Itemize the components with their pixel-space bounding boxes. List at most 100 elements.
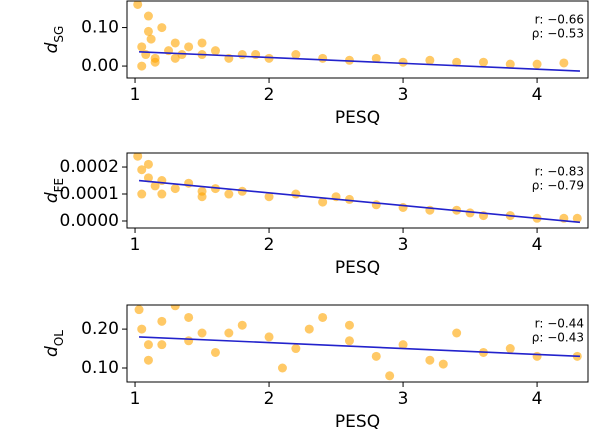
x-axis-label: PESQ [335, 108, 380, 128]
point [143, 355, 153, 365]
point [559, 58, 569, 68]
point [210, 46, 220, 56]
y-axis-label: dOL [42, 330, 66, 357]
point [318, 197, 328, 207]
fit-line [139, 336, 580, 358]
point [385, 371, 395, 381]
point [478, 57, 488, 67]
point [291, 344, 301, 354]
point [197, 328, 207, 338]
point [532, 351, 542, 361]
point [170, 53, 180, 63]
point [291, 189, 301, 199]
y-tick-label: 0.20 [81, 319, 119, 339]
point [137, 189, 147, 199]
plot-frame [126, 0, 589, 79]
point [344, 194, 354, 204]
point [137, 165, 147, 175]
point [143, 159, 153, 169]
point [157, 316, 167, 326]
point [157, 340, 167, 350]
point [137, 324, 147, 334]
y-tick-label: 0.00 [81, 56, 119, 76]
y-tick-label: 0.10 [81, 358, 119, 378]
fit-line [139, 51, 580, 72]
point [210, 347, 220, 357]
x-axis-label: PESQ [335, 412, 380, 432]
y-tick-label: 0.0002 [60, 157, 119, 177]
point [371, 200, 381, 210]
point [505, 59, 515, 69]
point [304, 324, 314, 334]
point [143, 11, 153, 21]
x-tick-label: 1 [130, 235, 141, 255]
point [210, 184, 220, 194]
point [452, 57, 462, 67]
y-tick-label: 0.0001 [60, 184, 119, 204]
plot [134, 305, 582, 381]
annotation: ρ: −0.79 [532, 179, 584, 193]
point [264, 332, 274, 342]
point [237, 186, 247, 196]
annotation: r: −0.66 [535, 13, 584, 27]
point [318, 53, 328, 63]
point [134, 305, 144, 315]
x-tick-label: 3 [398, 235, 409, 255]
x-axis-label: PESQ [335, 258, 380, 278]
point [157, 23, 167, 33]
point [505, 344, 515, 354]
x-tick-label: 4 [532, 85, 543, 105]
point [170, 184, 180, 194]
point [318, 312, 328, 322]
point [224, 328, 234, 338]
plot-frame [126, 152, 589, 229]
point [572, 213, 582, 223]
y-axis-label: dSG [42, 26, 66, 54]
annotation: r: −0.83 [535, 165, 584, 179]
point [264, 192, 274, 202]
x-tick-label: 3 [398, 389, 409, 409]
point [184, 312, 194, 322]
point [197, 192, 207, 202]
y-tick-label: 0.0000 [60, 211, 119, 231]
point [184, 336, 194, 346]
x-tick-label: 3 [398, 85, 409, 105]
annotation: ρ: −0.53 [532, 27, 584, 41]
plot [133, 1, 580, 72]
point [264, 53, 274, 63]
x-tick-label: 1 [130, 85, 141, 105]
point [344, 320, 354, 330]
point [177, 50, 187, 60]
y-label-main: d [42, 346, 62, 357]
point [184, 42, 194, 52]
x-tick-label: 2 [264, 235, 275, 255]
point [133, 153, 143, 161]
annotation: r: −0.44 [535, 317, 584, 331]
point [398, 57, 408, 67]
point [425, 355, 435, 365]
point [184, 178, 194, 188]
point [143, 173, 153, 183]
point [170, 38, 180, 48]
point [237, 50, 247, 60]
x-tick-label: 4 [532, 389, 543, 409]
point [398, 340, 408, 350]
x-tick-label: 4 [532, 235, 543, 255]
annotation: ρ: −0.43 [532, 331, 584, 345]
point [371, 53, 381, 63]
point [425, 55, 435, 65]
fit-line [138, 179, 581, 224]
point [532, 59, 542, 69]
point [143, 26, 153, 36]
point [277, 363, 287, 373]
point [137, 61, 147, 71]
y-tick-label: 0.10 [81, 18, 119, 38]
point [398, 202, 408, 212]
x-tick-label: 2 [264, 85, 275, 105]
y-label-sub: SG [52, 26, 66, 43]
y-label-main: d [42, 42, 62, 53]
y-label-sub: FE [52, 178, 66, 192]
point [137, 42, 147, 52]
y-axis-label: dFE [42, 178, 66, 203]
